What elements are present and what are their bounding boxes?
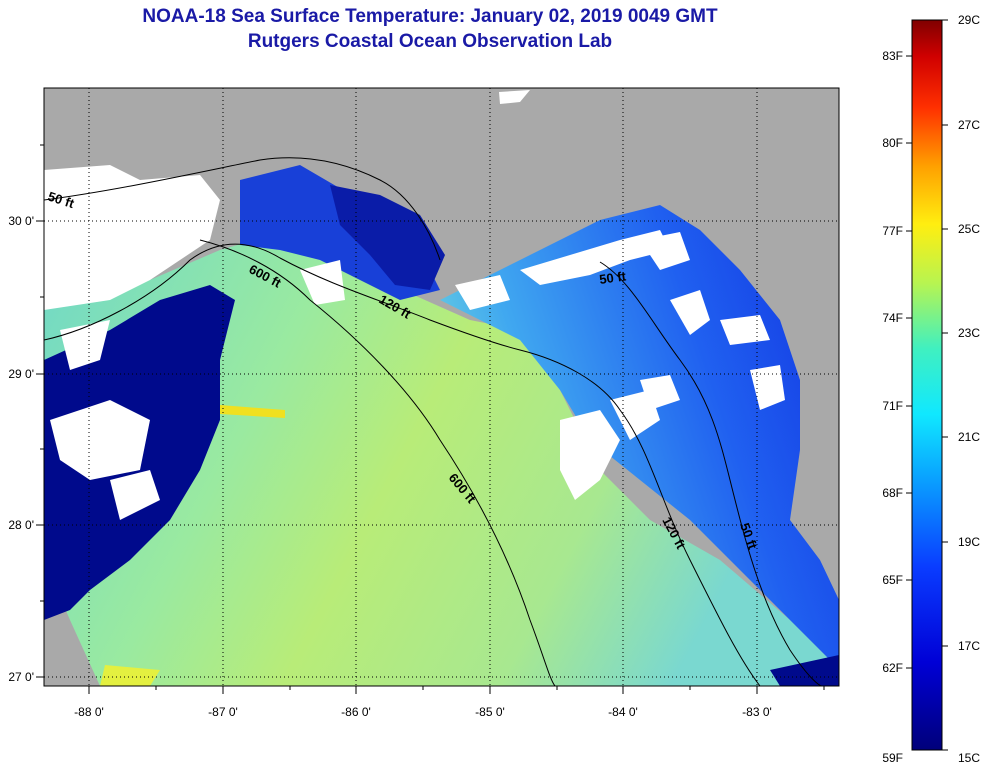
map-subtitle: Rutgers Coastal Ocean Observation Lab: [247, 31, 613, 52]
colorbar-f-label: 77F: [882, 224, 903, 238]
colorbar-c-label: 25C: [958, 222, 980, 236]
colorbar: [911, 19, 943, 751]
map-title: NOAA-18 Sea Surface Temperature: January…: [142, 6, 718, 27]
colorbar-f-label: 71F: [882, 399, 903, 413]
colorbar-c-label: 27C: [958, 118, 980, 132]
cold-band-core: [330, 185, 445, 290]
lon-label: -86 0': [341, 705, 371, 719]
lon-label: -85 0': [475, 705, 505, 719]
warm-streak: [220, 405, 285, 418]
cloud-cover: [44, 90, 785, 520]
lon-label: -87 0': [208, 705, 238, 719]
colorbar-f-label: 62F: [882, 661, 903, 675]
colorbar-f-label: 80F: [882, 136, 903, 150]
lat-label: 27 0': [8, 670, 34, 684]
colorbar-f-label: 59F: [882, 751, 903, 765]
lat-label: 28 0': [8, 518, 34, 532]
colorbar-c-label: 21C: [958, 430, 980, 444]
colorbar-c-label: 23C: [958, 326, 980, 340]
colorbar-c-label: 29C: [958, 13, 980, 27]
colorbar-f-label: 74F: [882, 311, 903, 325]
contour-label-50ft-east: 50 ft: [598, 268, 627, 287]
colorbar-c-label: 19C: [958, 535, 980, 549]
lon-label: -88 0': [74, 705, 104, 719]
map-frame: [43, 87, 840, 687]
frame-ticks: [36, 144, 825, 694]
colorbar-c-label: 17C: [958, 639, 980, 653]
depth-contours: [44, 157, 823, 686]
warm-patch-south: [100, 665, 160, 686]
lat-label: 30 0': [8, 214, 34, 228]
colorbar-f-label: 83F: [882, 49, 903, 63]
colorbar-c-label: 15C: [958, 751, 980, 765]
graticule: [44, 88, 839, 686]
colorbar-ticks: [906, 19, 948, 751]
lon-label: -84 0': [608, 705, 638, 719]
lon-label: -83 0': [742, 705, 772, 719]
colorbar-f-label: 68F: [882, 486, 903, 500]
lat-label: 29 0': [8, 367, 34, 381]
colorbar-f-label: 65F: [882, 573, 903, 587]
warm-water: [44, 230, 839, 686]
